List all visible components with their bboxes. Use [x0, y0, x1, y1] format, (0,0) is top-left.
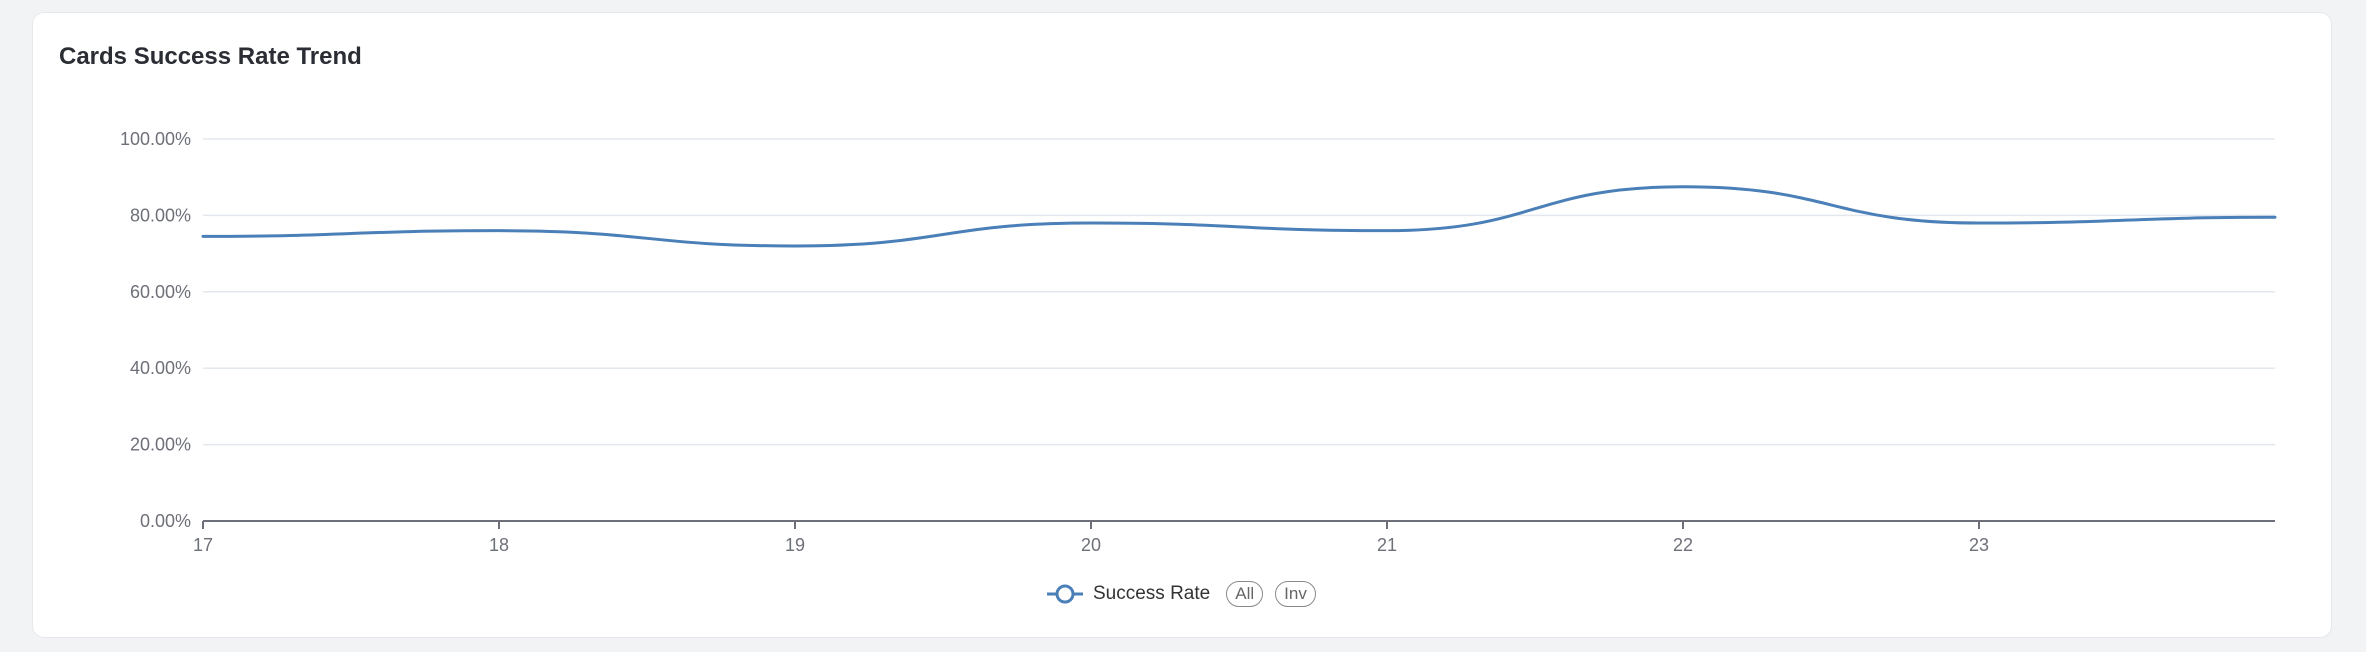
y-tick-label: 80.00% — [130, 205, 191, 225]
legend-item-success-rate[interactable]: Success Rate — [1045, 582, 1210, 606]
line-chart: 0.00%20.00%40.00%60.00%80.00%100.00% 17 1… — [120, 129, 2277, 555]
legend-label: Success Rate — [1093, 583, 1211, 604]
y-axis-ticks: 0.00% 20.00% 40.00% 60.00% 80.00% 100.00% — [120, 129, 191, 531]
x-tick-label: 19 — [785, 535, 805, 555]
chart-card: Cards Success Rate Trend 0.00% 20.00% 40.0… — [32, 12, 2332, 638]
chart-title: Cards Success Rate Trend — [59, 43, 362, 70]
line-marker-icon — [1047, 584, 1083, 604]
grid-lines — [203, 138, 2275, 446]
chart-legend: Success Rate All Inv — [1045, 579, 1316, 609]
y-tick-label: 60.00% — [130, 282, 191, 302]
x-tick-label: 21 — [1377, 535, 1397, 555]
series-layer — [201, 185, 2277, 248]
legend-invert-button[interactable]: Inv — [1275, 581, 1316, 607]
y-tick-label: 20.00% — [130, 435, 191, 455]
x-tick-label: 23 — [1969, 535, 1989, 555]
x-tick-label: 18 — [489, 535, 509, 555]
legend-select-all-button[interactable]: All — [1226, 581, 1264, 607]
x-tick-label: 22 — [1673, 535, 1693, 555]
y-tick-label: 40.00% — [130, 358, 191, 378]
x-tick-label: 20 — [1081, 535, 1101, 555]
y-tick-label: 0.00% — [140, 511, 191, 531]
y-tick-label: 100.00% — [120, 129, 191, 149]
x-axis-ticks: 17 18 19 20 21 22 23 — [193, 521, 1989, 555]
x-tick-label: 17 — [193, 535, 213, 555]
series-line-success-rate — [201, 185, 2277, 248]
